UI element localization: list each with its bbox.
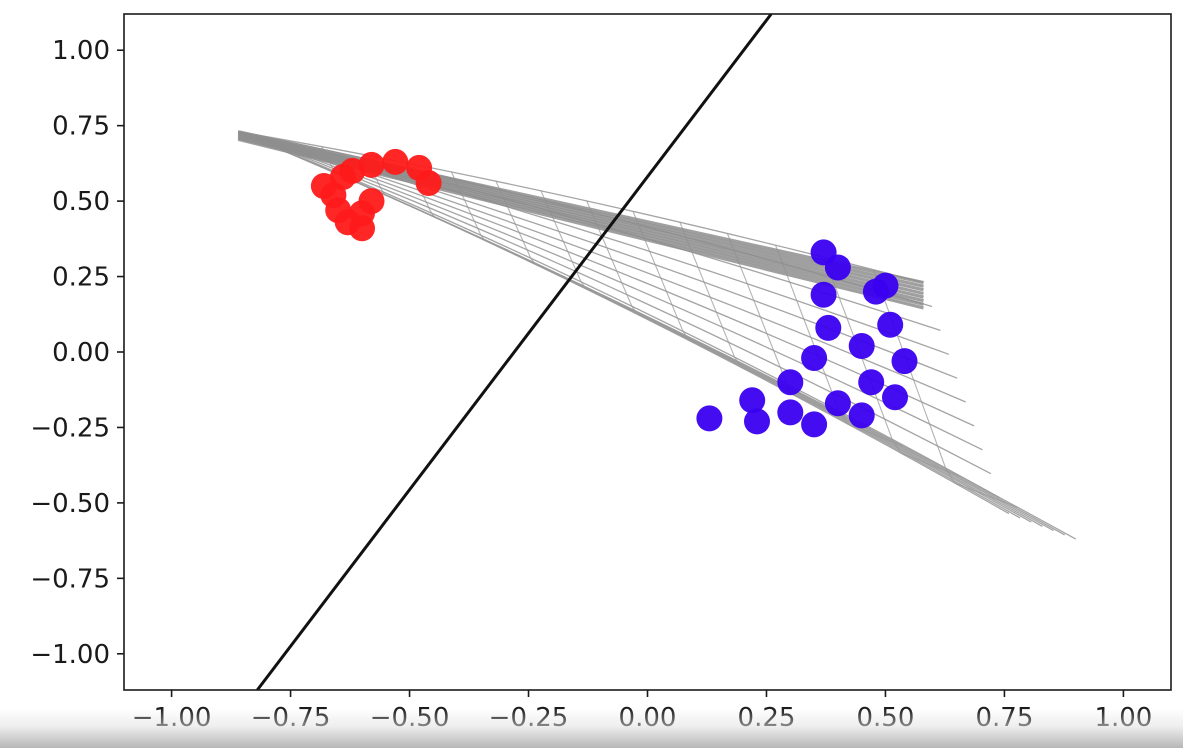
plot-background <box>124 14 1171 690</box>
data-point <box>872 272 899 299</box>
data-point <box>415 170 442 196</box>
y-tick-label: 0.00 <box>52 338 110 368</box>
x-tick-label: 1.00 <box>1094 703 1152 733</box>
mesh-rib <box>823 257 961 477</box>
x-tick-label: −0.25 <box>489 703 569 733</box>
x-tick-label: 0.00 <box>619 703 677 733</box>
y-tick-label: −0.75 <box>30 564 110 594</box>
data-point <box>824 390 851 417</box>
data-point <box>858 369 885 396</box>
x-axis: −1.00 −0.75 −0.50 −0.25 0.00 0.25 0.50 0.75 1.00 <box>132 690 1152 733</box>
data-point <box>696 405 723 432</box>
mesh-rib <box>679 221 789 388</box>
data-point <box>777 399 804 426</box>
data-point <box>848 402 875 429</box>
data-point <box>349 200 375 227</box>
data-point <box>801 345 828 371</box>
data-point <box>739 387 766 414</box>
data-point <box>877 311 904 338</box>
x-tick-label: −0.50 <box>370 703 450 733</box>
data-point <box>358 151 385 178</box>
data-point <box>882 384 908 411</box>
data-point <box>382 148 409 175</box>
scatter-series <box>310 148 918 438</box>
x-tick-label: 0.25 <box>738 703 796 733</box>
data-point <box>801 411 828 438</box>
boundary-line-layer <box>256 14 773 690</box>
mesh-rib <box>726 233 846 417</box>
data-point <box>824 254 851 281</box>
y-tick-label: −0.25 <box>30 413 110 443</box>
data-point <box>891 348 918 375</box>
mesh-rib <box>586 200 677 332</box>
data-point <box>848 333 875 359</box>
data-point <box>777 369 804 396</box>
x-tick-label: −0.75 <box>251 703 331 733</box>
y-tick-label: 0.50 <box>52 187 110 217</box>
y-tick-label: 0.75 <box>52 112 110 142</box>
y-tick-label: −1.00 <box>30 640 110 670</box>
y-tick-label: −0.50 <box>30 489 110 519</box>
data-point <box>744 408 770 435</box>
data-point <box>815 314 842 341</box>
data-point <box>810 281 837 308</box>
series-blue <box>696 239 918 438</box>
x-tick-label: 0.50 <box>857 703 915 733</box>
x-tick-label: 0.75 <box>975 703 1033 733</box>
y-tick-label: 0.25 <box>52 263 110 293</box>
series-red <box>310 148 442 242</box>
decision-line <box>256 14 773 690</box>
x-tick-label: −1.00 <box>132 703 212 733</box>
y-tick-label: 1.00 <box>52 36 110 66</box>
y-axis: 1.00 0.75 0.50 0.25 0.00 −0.25 −0.50 −0.75 −1.00 <box>30 36 124 670</box>
mesh-rib <box>632 211 733 359</box>
